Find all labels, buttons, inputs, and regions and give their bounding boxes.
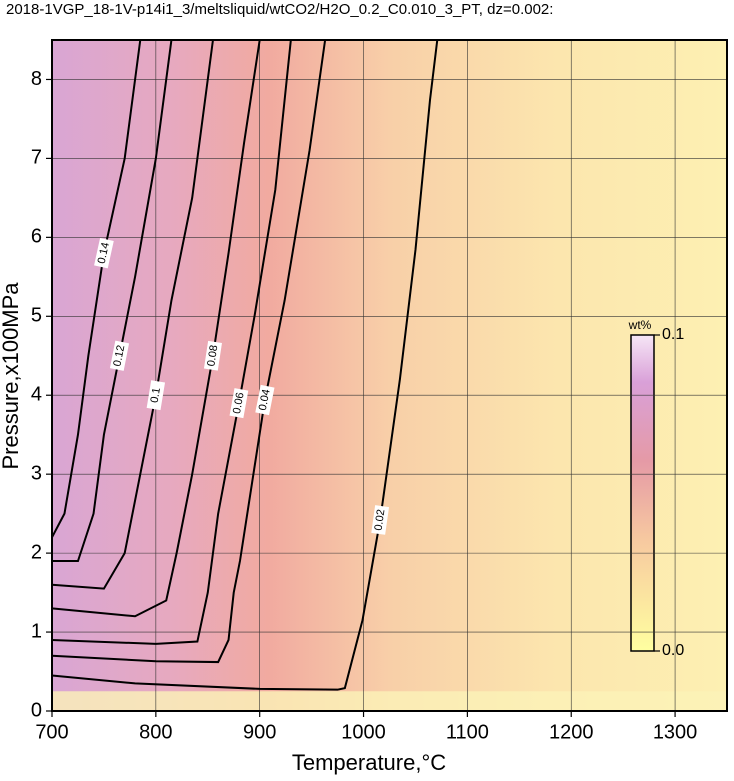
contour-line: [51, 39, 439, 691]
contour-line: [51, 39, 327, 664]
chart-title: 2018-1VGP_18-1V-p14i1_3/meltsliquid/wtCO…: [6, 1, 553, 18]
colorbar-label: wt%: [628, 318, 652, 332]
contour-line: [52, 39, 173, 563]
colorbar-tick-label: 0.1: [662, 326, 684, 343]
contour-line: [51, 39, 142, 538]
x-tick-label: 800: [139, 721, 172, 743]
x-tick-label: 1300: [653, 721, 698, 743]
x-tick-label: 1200: [549, 721, 594, 743]
contour-label: 0.12: [111, 344, 127, 367]
y-tick-label: 3: [31, 462, 42, 484]
x-tick-label: 700: [35, 721, 68, 743]
contour-label-bg: [146, 380, 166, 411]
contour-label: 0.14: [96, 241, 112, 264]
contour-label-bg: [203, 340, 222, 371]
plot-background: [52, 40, 727, 711]
y-tick-label: 7: [31, 147, 42, 169]
contour-label-bg: [371, 505, 390, 535]
y-tick-label: 8: [31, 68, 42, 90]
contour-label: 0.02: [373, 509, 388, 532]
y-tick-label: 5: [31, 305, 42, 327]
contour-label-bg: [94, 237, 114, 269]
colorbar-tick-label: 0.0: [662, 642, 684, 659]
x-axis-label: Temperature,°C: [292, 750, 446, 775]
contour-line: [51, 39, 261, 618]
contour-label-bg: [229, 388, 249, 419]
x-tick-label: 900: [243, 721, 276, 743]
contour-label: 0.04: [257, 388, 273, 411]
contour-line: [51, 39, 214, 590]
x-tick-label: 1000: [341, 721, 386, 743]
y-tick-label: 4: [31, 384, 42, 406]
contour-label-bg: [255, 384, 275, 416]
y-tick-label: 6: [31, 226, 42, 248]
contour-label-bg: [109, 340, 130, 371]
contour-label: 0.1: [149, 387, 163, 404]
y-tick-label: 0: [31, 699, 42, 721]
x-tick-label: 1100: [446, 721, 489, 743]
y-tick-label: 1: [31, 620, 42, 642]
contour-label: 0.08: [205, 344, 220, 367]
plot-frame: [51, 39, 728, 712]
y-axis-label: Pressure,x100MPa: [0, 282, 23, 470]
contour-label: 0.06: [231, 392, 247, 415]
low-pressure-band: [52, 691, 727, 711]
y-tick-label: 2: [31, 541, 42, 563]
colorbar: [630, 334, 655, 652]
contour-line: [51, 39, 292, 645]
